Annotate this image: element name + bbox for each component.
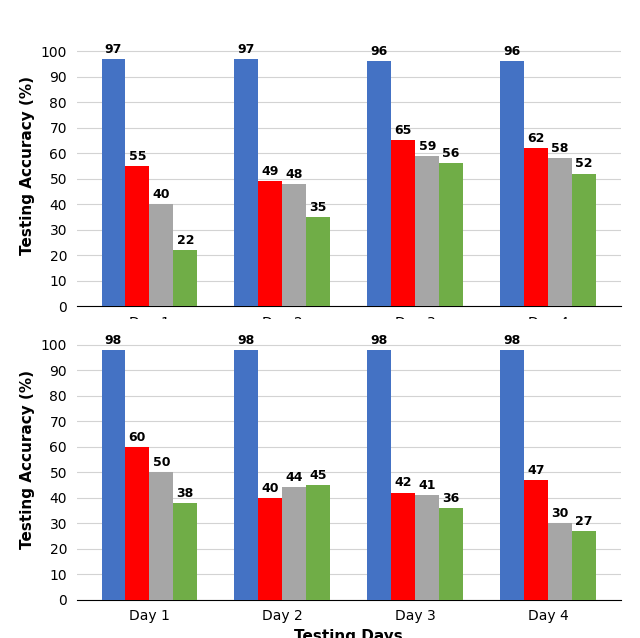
Bar [415,156,439,306]
Bar [548,158,572,306]
Bar [234,59,259,306]
Bar [367,350,391,600]
Bar [572,531,596,600]
Text: 98: 98 [238,334,255,346]
Bar [391,140,415,306]
Legend: Capture 1, Capture 2, Capture 3, Capture 4: Capture 1, Capture 2, Capture 3, Capture… [78,375,492,400]
Bar [391,493,415,600]
Text: 52: 52 [575,158,593,170]
Bar [125,447,149,600]
Bar [439,508,463,600]
Text: 30: 30 [552,507,569,520]
Text: 98: 98 [105,334,122,346]
Bar [524,480,548,600]
Bar [282,184,307,306]
Text: 40: 40 [262,482,279,494]
Bar [500,61,524,306]
Text: 60: 60 [129,431,146,443]
Text: 62: 62 [527,132,545,145]
X-axis label: Testing Days: Testing Days [294,336,403,350]
Y-axis label: Testing Accuracy (%): Testing Accuracy (%) [20,77,35,255]
Text: 27: 27 [575,515,593,528]
Bar [173,250,197,306]
Text: 22: 22 [177,234,194,247]
Bar [234,350,259,600]
Text: 35: 35 [310,201,327,214]
Bar [500,350,524,600]
Bar [149,472,173,600]
Text: 56: 56 [442,147,460,160]
Text: 48: 48 [285,168,303,181]
Y-axis label: Testing Accuracy (%): Testing Accuracy (%) [20,370,35,549]
Text: 96: 96 [371,45,388,58]
Text: 98: 98 [504,334,521,346]
Text: (a) WiFi Indoor Scenario.: (a) WiFi Indoor Scenario. [234,407,464,426]
Text: 97: 97 [237,43,255,56]
Text: 98: 98 [371,334,388,346]
Text: 36: 36 [442,492,460,505]
Text: 40: 40 [152,188,170,201]
Bar [415,495,439,600]
Text: 96: 96 [504,45,521,58]
Text: 97: 97 [105,43,122,56]
Bar [259,181,282,306]
Bar [367,61,391,306]
Bar [259,498,282,600]
Text: 49: 49 [262,165,279,178]
Text: 41: 41 [419,479,436,492]
Text: 55: 55 [129,150,146,163]
Bar [173,503,197,600]
Text: 58: 58 [552,142,569,155]
Bar [125,166,149,306]
Bar [102,350,125,600]
Text: 65: 65 [395,124,412,137]
Bar [524,148,548,306]
Bar [548,523,572,600]
Text: 42: 42 [394,477,412,489]
Text: 44: 44 [285,471,303,484]
Text: 45: 45 [310,469,327,482]
Bar [572,174,596,306]
Bar [102,59,125,306]
Text: 50: 50 [152,456,170,469]
Bar [307,485,330,600]
Bar [307,217,330,306]
Bar [149,204,173,306]
Bar [282,487,307,600]
Text: 47: 47 [527,464,545,477]
Bar [439,163,463,306]
Text: 59: 59 [419,140,436,152]
X-axis label: Testing Days: Testing Days [294,629,403,638]
Text: 38: 38 [177,487,194,500]
